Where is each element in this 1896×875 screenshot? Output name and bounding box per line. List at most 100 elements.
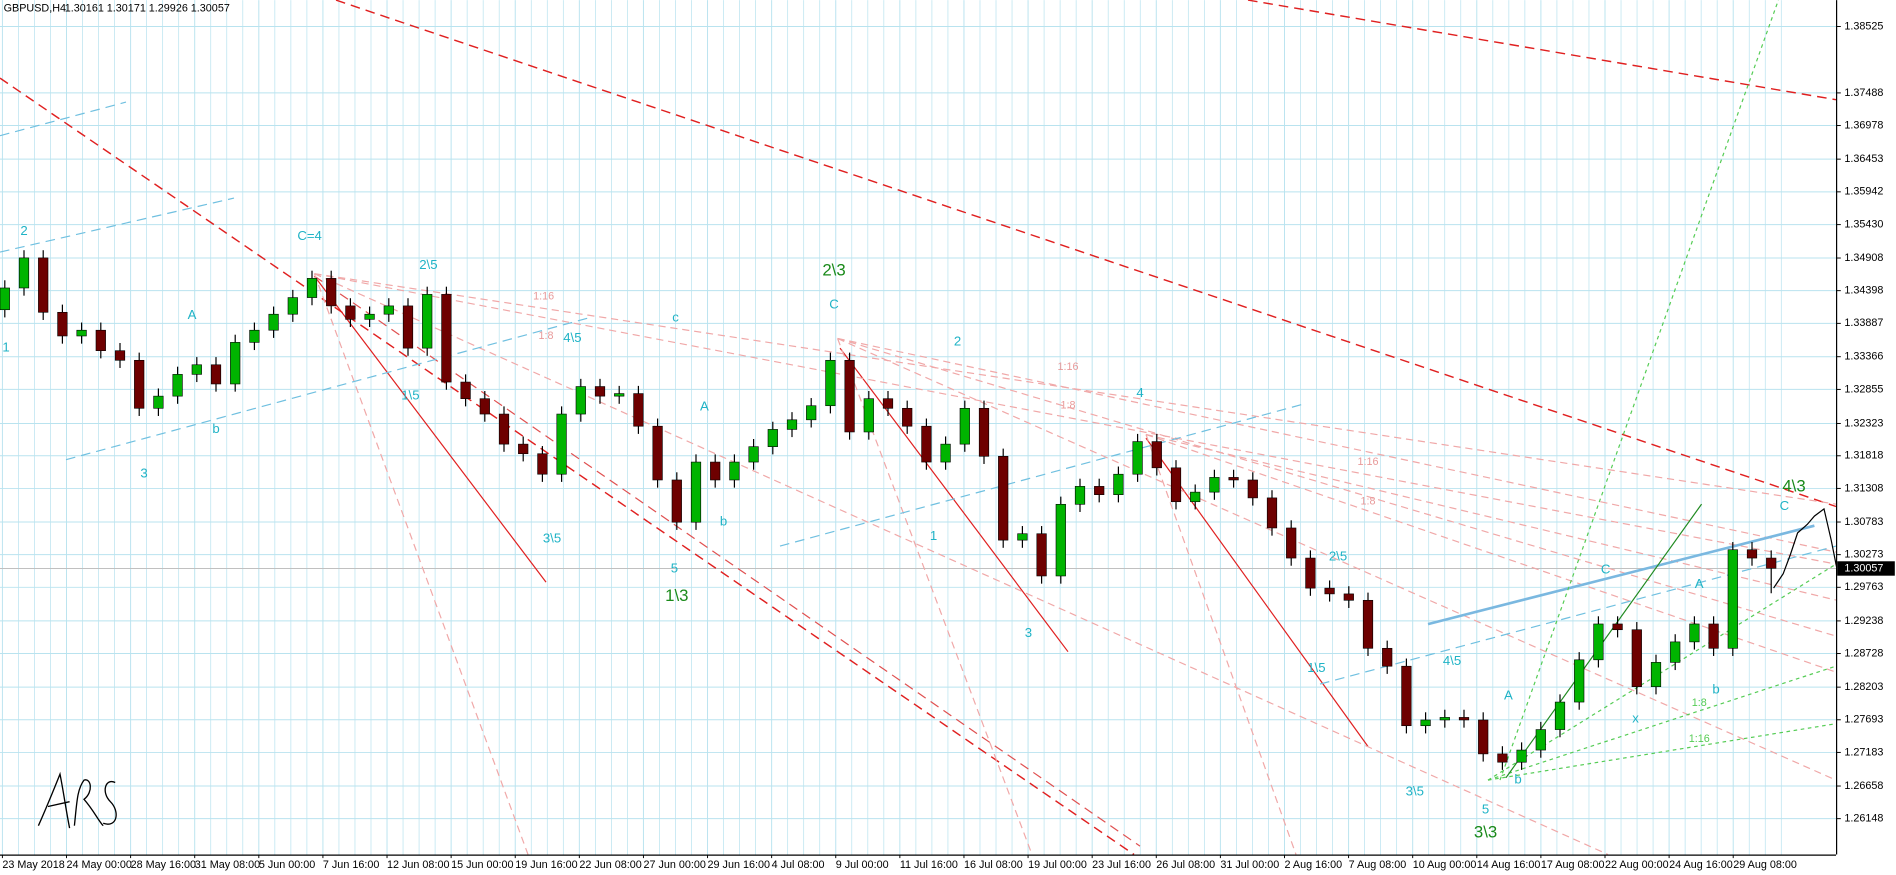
candle-body: [1094, 486, 1105, 495]
x-tick-label: 28 May 16:00: [131, 859, 196, 871]
x-tick-label: 23 May 2018: [2, 859, 64, 871]
candles: [0, 250, 1777, 770]
candle-body: [1113, 473, 1124, 495]
x-tick-label: 19 Jul 00:00: [1028, 859, 1087, 871]
candle-body: [1017, 533, 1028, 541]
wave-label: 3: [140, 466, 147, 481]
candle-body: [652, 425, 663, 481]
wave-label: 1\5: [1307, 660, 1325, 675]
current-price-box: [1837, 561, 1895, 576]
candle-body: [825, 359, 836, 407]
candle-body: [1766, 557, 1777, 569]
candle-body: [1497, 753, 1508, 763]
candle-body: [671, 479, 682, 523]
candle-body: [633, 393, 644, 427]
candle-body: [287, 297, 298, 315]
x-tick-label: 10 Aug 00:00: [1413, 859, 1477, 871]
y-tick-label: 1.30783: [1844, 516, 1883, 528]
wave-label: 1:8: [1360, 496, 1375, 508]
fan-line: [837, 337, 1837, 637]
candle-body: [1151, 441, 1162, 469]
candle-body: [191, 364, 202, 375]
y-tick-label: 1.27693: [1844, 714, 1883, 726]
candle-body: [1132, 441, 1143, 475]
wave-label: b: [1712, 682, 1719, 697]
x-tick-label: 29 Aug 08:00: [1733, 859, 1797, 871]
wave-label: 2\3: [822, 261, 845, 280]
candle-body: [1612, 623, 1623, 631]
candle-body: [863, 398, 874, 433]
x-tick-label: 22 Aug 00:00: [1605, 859, 1669, 871]
candle-body: [1286, 527, 1297, 559]
fan-line: [837, 337, 1837, 553]
trendline: [1247, 0, 1837, 101]
fan-line: [314, 273, 1837, 565]
channel-line: [0, 197, 235, 253]
candle-body: [882, 398, 894, 409]
x-tick-label: 11 Jul 16:00: [900, 859, 958, 871]
y-tick-label: 1.26148: [1844, 813, 1883, 825]
candle-body: [422, 294, 433, 349]
y-tick-label: 1.32323: [1844, 417, 1883, 429]
candle-body: [1439, 717, 1450, 721]
y-tick-label: 1.31818: [1844, 450, 1883, 462]
fan-line: [837, 338, 1033, 855]
grid: [0, 0, 1836, 855]
wave-label: 1:16: [1357, 456, 1378, 468]
candle-body: [767, 429, 778, 447]
candle-body: [0, 287, 10, 311]
wave-label: 1:16: [533, 290, 554, 302]
fan-line: [1145, 433, 1837, 673]
candle-body: [1055, 503, 1066, 577]
y-tick-label: 1.32855: [1844, 383, 1883, 395]
candle-body: [518, 443, 529, 455]
candle-body: [1746, 549, 1758, 559]
candle-body: [537, 453, 548, 475]
channel-line: [65, 317, 589, 461]
candle-body: [1554, 701, 1566, 730]
candle-body: [1362, 599, 1374, 649]
wave-label: 4\5: [1443, 653, 1461, 668]
wave-label: b: [720, 514, 727, 529]
current-price-label: 1.30057: [1844, 562, 1883, 574]
candle-body: [364, 313, 375, 320]
wave-label: A: [1504, 688, 1513, 703]
y-tick-label: 1.30273: [1844, 549, 1883, 561]
trendline: [314, 275, 1141, 847]
time-axis-background: [0, 854, 1896, 875]
candle-body: [1305, 557, 1316, 589]
candle-body: [249, 329, 260, 343]
trendlines: [0, 0, 1873, 856]
wave-label: b: [212, 421, 219, 436]
wave-label: 5: [1482, 802, 1489, 817]
candle-body: [998, 455, 1009, 541]
channel-line: [1427, 524, 1815, 626]
candle-body: [921, 425, 932, 463]
annotations: 2 1 Ab 3 C=4 2\5 4\5 c 1\5 3\5 5 Ab C 2 1 3 4 2\5 1\5 4\5 3\…: [2, 223, 1805, 841]
candle-body: [479, 398, 490, 415]
candle-body: [1535, 729, 1546, 751]
y-tick-label: 1.33366: [1844, 351, 1883, 363]
wave-label: c: [672, 310, 679, 325]
wave-label: 1:16: [1057, 361, 1078, 373]
wave-label: 2\5: [419, 257, 437, 272]
candle-body: [978, 407, 990, 457]
candle-body: [460, 381, 471, 399]
wave-label: 1:8: [538, 330, 553, 342]
fan-line: [1487, 563, 1837, 781]
candle-body: [1689, 623, 1700, 643]
plot-background: [0, 0, 1836, 854]
x-tick-label: 24 Aug 16:00: [1669, 859, 1733, 871]
candle-body: [959, 407, 970, 445]
wave-label: 2: [954, 334, 961, 349]
trendline: [839, 347, 1069, 653]
y-tick-label: 1.35942: [1844, 186, 1883, 198]
wave-label: 2: [20, 223, 27, 238]
wave-label: 3: [1025, 625, 1032, 640]
candle-body: [614, 393, 625, 397]
wave-label: x: [1632, 710, 1639, 725]
y-tick-label: 1.29763: [1844, 581, 1883, 593]
x-tick-label: 19 Jun 16:00: [515, 859, 577, 871]
y-tick-label: 1.31308: [1844, 482, 1883, 494]
